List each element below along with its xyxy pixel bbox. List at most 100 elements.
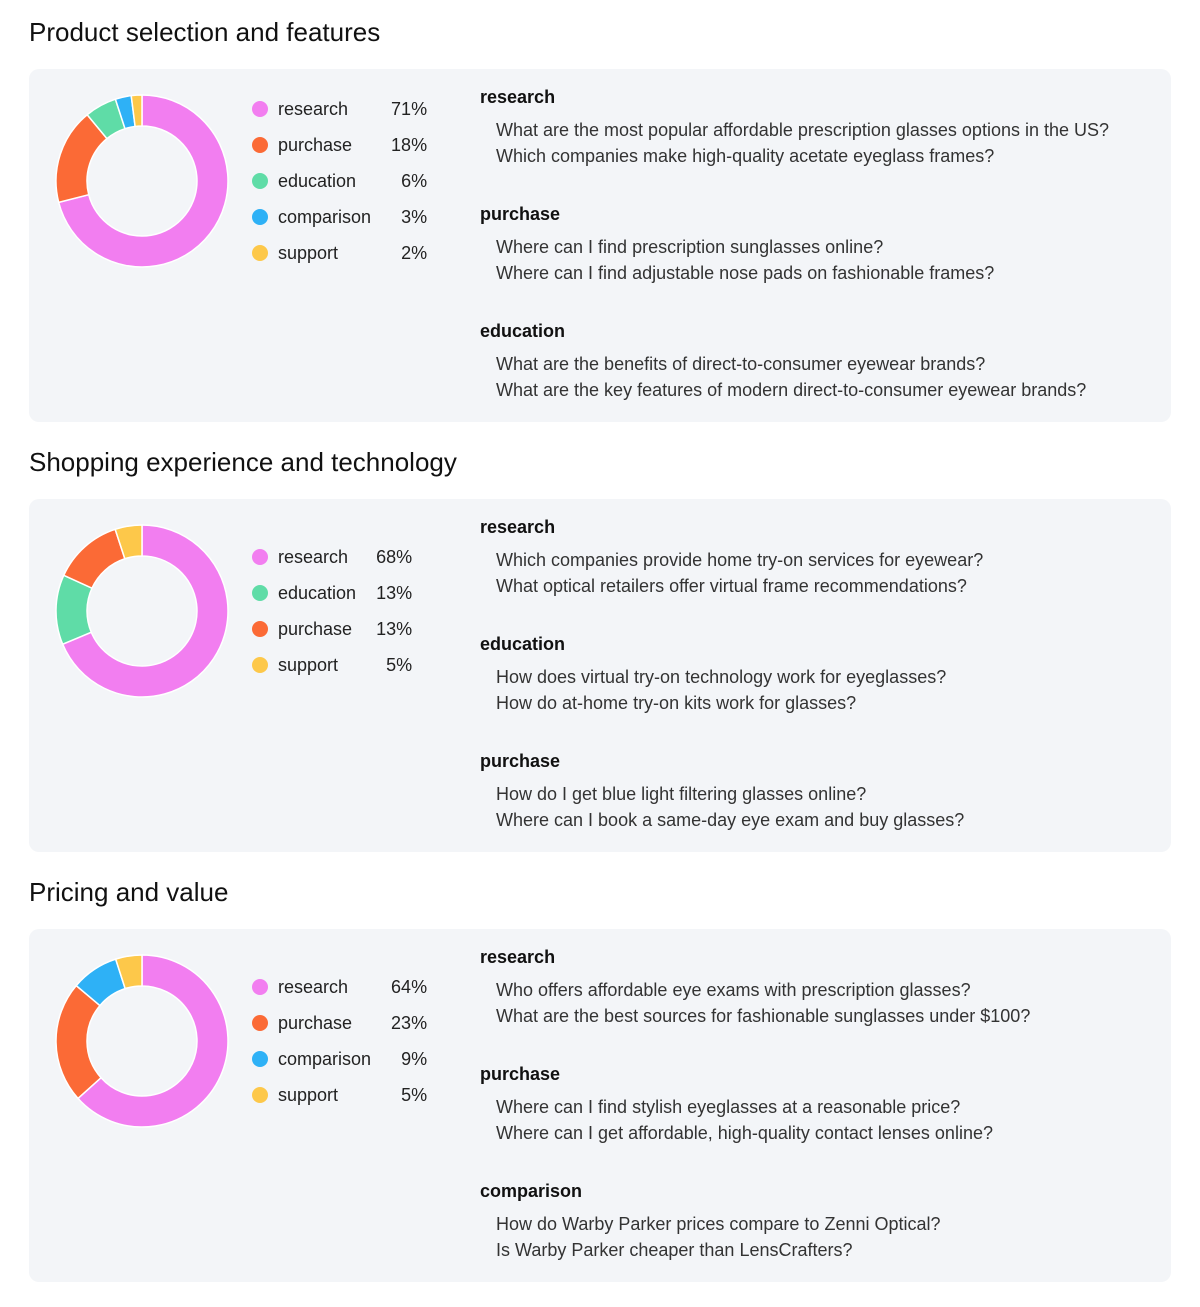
- legend-dot: [252, 173, 268, 189]
- legend-label: education: [278, 582, 357, 603]
- donut-chart: [55, 524, 229, 698]
- example-query: What are the benefits of direct-to-consu…: [496, 354, 986, 374]
- example-query: Which companies make high-quality acetat…: [496, 146, 995, 166]
- legend-dot: [252, 585, 268, 601]
- legend-value: 13%: [376, 619, 413, 639]
- example-query: How do at-home try-on kits work for glas…: [496, 693, 857, 713]
- legend-dot: [252, 1051, 268, 1067]
- donut-segment: [76, 954, 229, 1128]
- intent-label: comparison: [480, 1181, 583, 1201]
- legend-label: purchase: [278, 1012, 353, 1033]
- query-group: research Who offers affordable eye exams …: [480, 944, 1030, 1029]
- legend-label: support: [278, 242, 339, 263]
- legend: research 71% purchase 18% education 6% compari…: [252, 91, 427, 271]
- example-query: Which companies provide home try-on serv…: [496, 550, 984, 570]
- card: research 71% purchase 18% education 6% compari…: [29, 69, 1171, 422]
- query-group: education What are the benefits of direct…: [480, 318, 1109, 403]
- example-query: Is Warby Parker cheaper than LensCrafter…: [496, 1240, 853, 1260]
- legend-entry: support: [252, 1077, 371, 1113]
- legend-label: education: [278, 170, 357, 191]
- legend-entry: support: [252, 235, 371, 271]
- example-query: Where can I find stylish eyeglasses at a…: [496, 1097, 961, 1117]
- intent-label: research: [480, 517, 556, 537]
- legend-dot: [252, 1087, 268, 1103]
- example-query: How do I get blue light filtering glasse…: [496, 784, 867, 804]
- legend-entry: education: [252, 163, 371, 199]
- donut-segment: [130, 94, 143, 128]
- legend-value: 64%: [391, 977, 428, 997]
- legend: research 68% education 13% purchase 13% suppor…: [252, 539, 412, 683]
- intent-label: purchase: [480, 204, 561, 224]
- legend-value: 71%: [391, 99, 428, 119]
- legend-value: 23%: [391, 1013, 428, 1033]
- legend-entry: research: [252, 969, 371, 1005]
- intent-label: education: [480, 634, 566, 654]
- legend-label: comparison: [278, 1048, 372, 1069]
- legend-value: 5%: [386, 655, 413, 675]
- intent-label: education: [480, 321, 566, 341]
- legend-entry: comparison: [252, 199, 371, 235]
- legend-dot: [252, 101, 268, 117]
- legend-dot: [252, 657, 268, 673]
- query-list: research Which companies provide home try…: [480, 514, 983, 865]
- query-list: research What are the most popular afford…: [480, 84, 1109, 435]
- query-group: education How does virtual try-on technol…: [480, 631, 983, 716]
- legend-label: support: [278, 1084, 339, 1105]
- legend-dot: [252, 549, 268, 565]
- legend-label: research: [278, 546, 349, 567]
- intent-label: research: [480, 947, 556, 967]
- legend-entry: purchase: [252, 611, 356, 647]
- section-title: Shopping experience and technology: [29, 447, 457, 477]
- legend-entry: purchase: [252, 127, 371, 163]
- query-group: purchase Where can I find stylish eyeglas…: [480, 1061, 1030, 1146]
- legend-label: purchase: [278, 618, 353, 639]
- legend-dot: [252, 245, 268, 261]
- donut-chart: [55, 954, 229, 1128]
- donut-segment: [114, 954, 143, 990]
- card: research 68% education 13% purchase 13% suppor…: [29, 499, 1171, 852]
- legend-value: 2%: [401, 243, 428, 263]
- intent-label: purchase: [480, 751, 561, 771]
- legend-dot: [252, 979, 268, 995]
- card: research 64% purchase 23% comparison 9% suppor…: [29, 929, 1171, 1282]
- legend-entry: support: [252, 647, 356, 683]
- example-query: Who offers affordable eye exams with pre…: [496, 980, 971, 1000]
- legend-dot: [252, 137, 268, 153]
- legend-label: research: [278, 976, 349, 997]
- query-group: purchase Where can I find prescription su…: [480, 201, 1109, 286]
- query-list: research Who offers affordable eye exams …: [480, 944, 1030, 1295]
- legend-value: 5%: [401, 1085, 428, 1105]
- legend-entry: education: [252, 575, 356, 611]
- legend-value: 13%: [376, 583, 413, 603]
- example-query: Where can I find prescription sunglasses…: [496, 237, 884, 257]
- legend-label: research: [278, 98, 349, 119]
- section-title: Product selection and features: [29, 17, 381, 47]
- query-group: purchase How do I get blue light filterin…: [480, 748, 983, 833]
- example-query: What are the best sources for fashionabl…: [496, 1006, 1031, 1026]
- query-group: comparison How do Warby Parker prices com…: [480, 1178, 1030, 1263]
- legend-entry: purchase: [252, 1005, 371, 1041]
- donut-segment: [57, 94, 229, 268]
- example-query: How does virtual try-on technology work …: [496, 667, 947, 687]
- example-query: Where can I book a same-day eye exam and…: [496, 810, 965, 830]
- legend-value: 3%: [401, 207, 428, 227]
- intent-label: research: [480, 87, 556, 107]
- legend-value: 18%: [391, 135, 428, 155]
- donut-segment: [62, 528, 126, 590]
- section-title: Pricing and value: [29, 877, 229, 907]
- legend-dot: [252, 209, 268, 225]
- example-query: Where can I get affordable, high-quality…: [496, 1123, 993, 1143]
- query-group: research Which companies provide home try…: [480, 514, 983, 599]
- example-query: What are the key features of modern dire…: [496, 380, 1087, 400]
- legend-entry: comparison: [252, 1041, 371, 1077]
- legend-value: 9%: [401, 1049, 428, 1069]
- legend-entry: research: [252, 91, 371, 127]
- example-query: How do Warby Parker prices compare to Ze…: [496, 1214, 941, 1234]
- example-query: What optical retailers offer virtual fra…: [496, 576, 967, 596]
- donut-segment: [55, 984, 103, 1100]
- query-group: research What are the most popular afford…: [480, 84, 1109, 169]
- legend-label: comparison: [278, 206, 372, 227]
- legend-label: purchase: [278, 134, 353, 155]
- legend-dot: [252, 1015, 268, 1031]
